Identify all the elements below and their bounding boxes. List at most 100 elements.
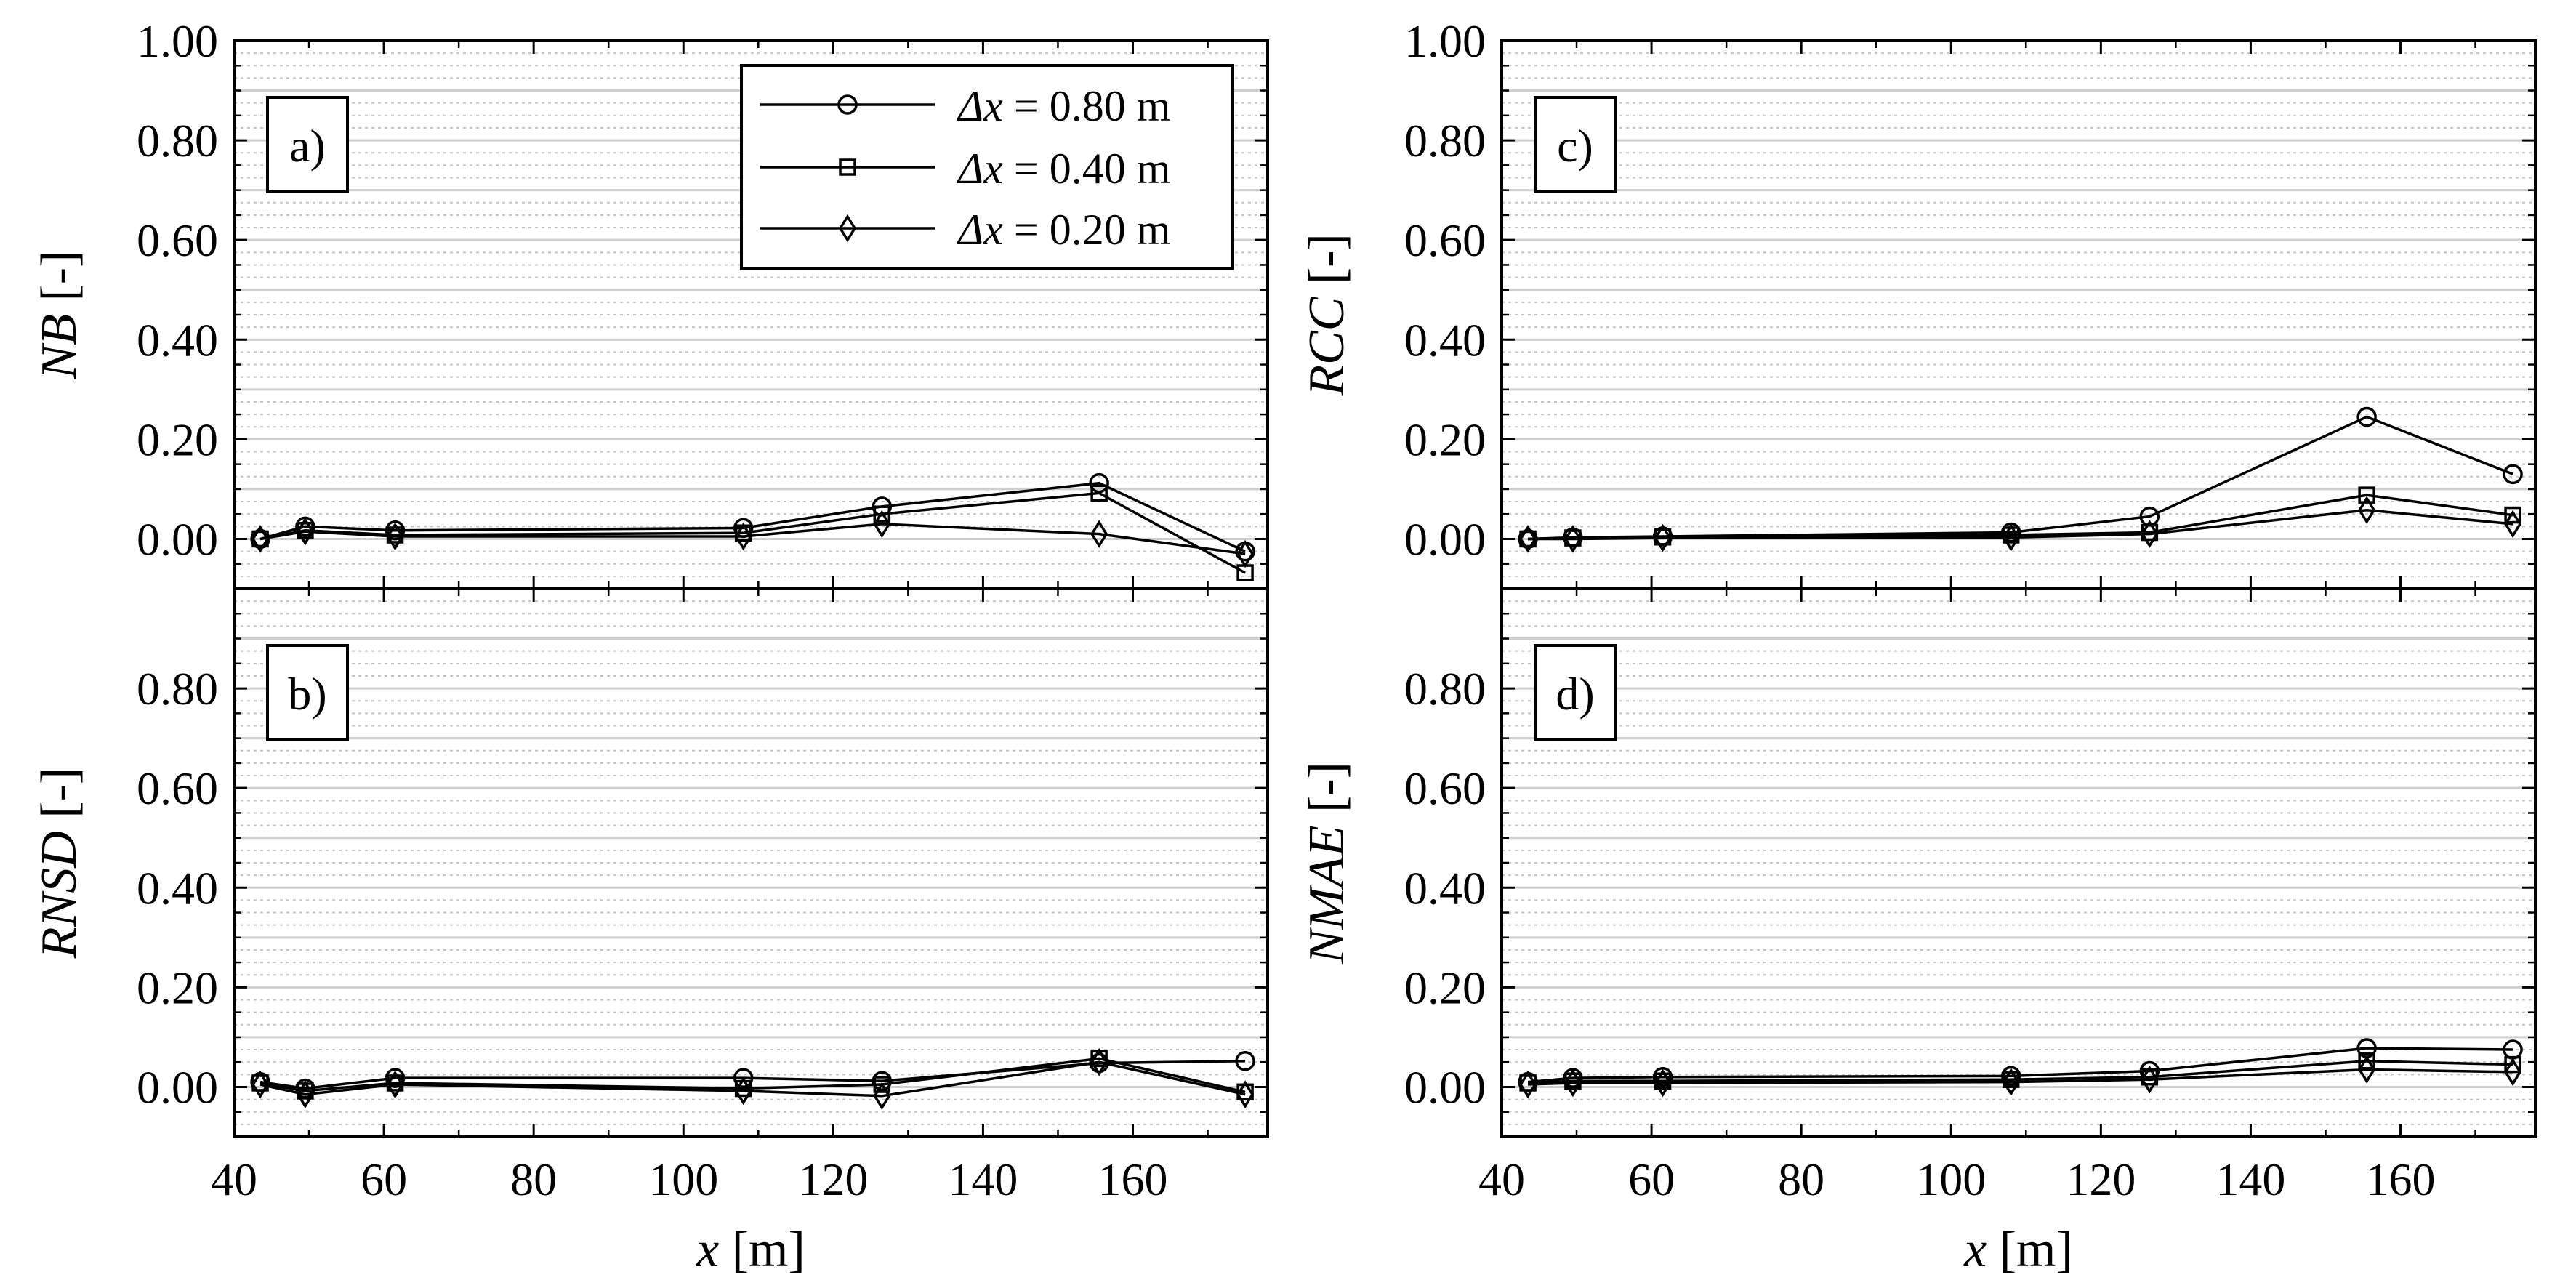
- xaxis-var: x: [1963, 1222, 1987, 1278]
- data-point-circle: [872, 1071, 893, 1091]
- legend-circle-marker: [837, 94, 858, 115]
- ytick-label: 0.20: [137, 414, 218, 465]
- legend-var-0: x: [983, 82, 1003, 130]
- data-point-diamond: [2141, 1065, 2159, 1094]
- xtick-label: 140: [948, 1154, 1018, 1205]
- xtick-label: 60: [361, 1154, 407, 1205]
- ytick-label: 0.40: [1404, 862, 1486, 914]
- legend-rest-1: = 0.40 m: [1003, 145, 1171, 193]
- ytick-label: 0.00: [1404, 513, 1486, 565]
- yaxis-var: NB: [31, 314, 87, 379]
- ytick-label: 0.80: [137, 115, 218, 166]
- ytick-label: 0.00: [137, 513, 218, 565]
- data-point-diamond: [296, 1080, 314, 1109]
- ytick-label: 0.80: [1404, 115, 1486, 166]
- xtick-label: 120: [2066, 1154, 2136, 1205]
- xaxis-label: x [m]: [696, 1222, 805, 1278]
- data-point-circle: [385, 520, 406, 541]
- legend-delta-0: Δ: [957, 82, 983, 130]
- yaxis-label-d: NMAE [-]: [1299, 762, 1355, 965]
- data-point-circle: [733, 1068, 754, 1088]
- data-point-diamond: [1236, 1080, 1255, 1109]
- xtick-label: 120: [798, 1154, 868, 1205]
- ytick-label: 0.40: [1404, 314, 1486, 366]
- yaxis-unit: [-]: [31, 768, 87, 831]
- ytick-label: 0.40: [137, 862, 218, 914]
- data-point-diamond: [1654, 523, 1672, 552]
- data-point-diamond: [1090, 520, 1108, 548]
- data-point-diamond: [1090, 1047, 1108, 1076]
- data-point-diamond: [2358, 496, 2376, 525]
- data-point-diamond: [386, 522, 404, 551]
- panel-d: 0.00 0.20 0.40 0.60 0.80 40 60 80 100 120 140 160 x …: [1299, 587, 2537, 1278]
- data-point-square: [873, 505, 891, 523]
- ytick-label: 0.00: [1404, 1061, 1486, 1113]
- panel-b: 0.00 0.20 0.40 0.60 0.80 40 60 80 100 120 140 160 x …: [31, 587, 1269, 1278]
- data-point-diamond: [2141, 520, 2159, 548]
- ytick-label: 0.20: [1404, 962, 1486, 1013]
- data-point-diamond: [2504, 1058, 2522, 1087]
- panels-group: 0.00 0.20 0.40 0.60 0.80 1.00 NB [-] a) 0.00 0.20…: [31, 15, 2537, 1278]
- legend-rest-2: = 0.20 m: [1003, 206, 1171, 254]
- xtick-label: 80: [510, 1154, 557, 1205]
- data-point-diamond: [1654, 1068, 1672, 1098]
- ytick-label: 0.00: [137, 1061, 218, 1113]
- ytick-label: 1.00: [1404, 15, 1486, 67]
- data-point-diamond: [2504, 510, 2522, 539]
- data-point-square: [1090, 484, 1108, 502]
- data-point-diamond: [1563, 525, 1582, 553]
- data-point-circle: [1235, 1051, 1255, 1071]
- xtick-label: 140: [2215, 1154, 2285, 1205]
- data-point-square: [2358, 486, 2375, 504]
- ytick-label: 0.60: [1404, 762, 1486, 814]
- legend-var-2: x: [983, 206, 1003, 254]
- series-diamond: [251, 510, 1255, 568]
- data-point-circle: [2000, 1066, 2021, 1087]
- data-point-circle: [2503, 464, 2523, 485]
- panel-c: 0.00 0.20 0.40 0.60 0.80 1.00 RCC [-] c): [1299, 15, 2537, 590]
- ytick-label: 0.60: [137, 762, 218, 814]
- series-line: [1528, 1060, 2513, 1084]
- series-circle: [250, 472, 1255, 562]
- xtick-label: 40: [1478, 1154, 1525, 1205]
- yaxis-unit: [-]: [31, 251, 87, 314]
- legend-rest-0: = 0.80 m: [1003, 82, 1171, 130]
- xtick-label: 80: [1778, 1154, 1824, 1205]
- ytick-label: 0.60: [1404, 214, 1486, 266]
- xtick-label: 60: [1628, 1154, 1675, 1205]
- panel-tag-box: [266, 644, 349, 741]
- panel-tag-box: [1534, 96, 1617, 193]
- legend-square-marker: [839, 158, 856, 176]
- panel-tag-c: c): [1557, 120, 1593, 172]
- data-point-square: [873, 1076, 891, 1093]
- grid-d: [1502, 600, 2535, 1125]
- yaxis-label-a: NB [-]: [31, 251, 87, 380]
- xaxis-unit: [m]: [719, 1222, 805, 1278]
- data-point-diamond: [296, 517, 314, 546]
- data-point-diamond: [2002, 523, 2020, 552]
- panel-tag-b: b): [288, 668, 326, 720]
- ytick-label: 0.60: [137, 214, 218, 266]
- yaxis-label-c: RCC [-]: [1299, 233, 1355, 397]
- data-point-diamond: [1563, 1068, 1582, 1098]
- xtick-label: 160: [1098, 1154, 1168, 1205]
- series-line: [1528, 1068, 2513, 1086]
- series-line: [259, 523, 1246, 555]
- series-line: [259, 1057, 1246, 1094]
- yaxis-unit: [-]: [1299, 762, 1355, 825]
- series-line: [1528, 508, 2513, 541]
- data-point-diamond: [1519, 1070, 1537, 1099]
- data-point-diamond: [386, 1070, 404, 1099]
- panel-tag-box: [1534, 644, 1617, 741]
- panel-tag-a: a): [289, 120, 326, 172]
- data-point-diamond: [873, 1082, 891, 1111]
- grid-b: [234, 600, 1268, 1125]
- grid-c: [1502, 52, 2535, 577]
- series-diamond: [1519, 496, 2522, 553]
- series-diamond: [1519, 1055, 2522, 1099]
- ytick-label: 0.80: [1404, 663, 1486, 715]
- yaxis-var: RNSD: [31, 831, 87, 959]
- legend-label-1: Δx = 0.40 m: [957, 145, 1170, 193]
- data-point-circle: [385, 1068, 406, 1088]
